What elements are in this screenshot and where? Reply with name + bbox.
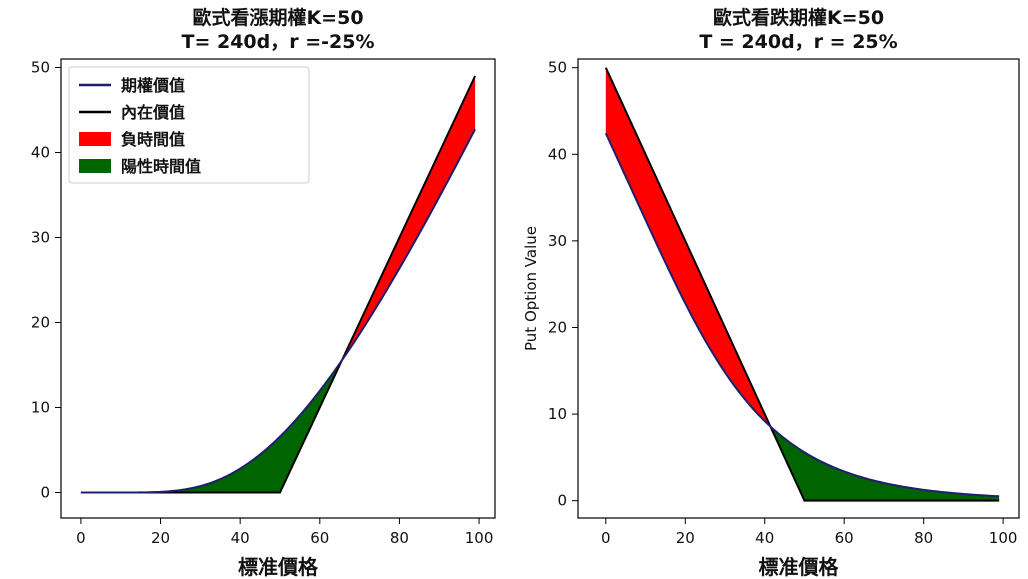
panel-1-y-tick-label-20: 20 — [31, 314, 50, 332]
panel-2-y-tick-label-10: 10 — [548, 405, 567, 423]
panel-1-x-tick-label-80: 80 — [390, 529, 409, 547]
panel-1-title-line-1: 歐式看漲期權K=50 — [192, 6, 363, 29]
panel-1-x-tick-label-40: 40 — [231, 529, 250, 547]
panel-1-option-value-line — [80, 128, 476, 494]
panel-2-y-tick-label-20: 20 — [548, 318, 567, 336]
panel-1-y-tick-label-10: 10 — [31, 399, 50, 417]
panel-1-y-tick-label-0: 0 — [40, 484, 50, 502]
panel-1-x-tick-label-0: 0 — [76, 529, 86, 547]
panel-1-chart: 0 20 40 60 80 100 0 10 20 30 40 50 歐式看漲期權K=50T= 240d… — [31, 6, 496, 579]
panel-2-plot-frame — [577, 58, 1020, 519]
panel-2-x-tick-label-40: 40 — [755, 529, 774, 547]
panel-1-x-tick-label-60: 60 — [310, 529, 329, 547]
panel-1-legend-label-3: 陽性時間值 — [121, 157, 201, 176]
panel-2-x-tick-label-0: 0 — [601, 529, 611, 547]
panel-1-plot-frame — [60, 58, 496, 519]
panel-2-chart: 0 20 40 60 80 100 0 10 20 30 40 50 歐式看跌期權K=50T = 240… — [522, 6, 1020, 579]
panel-1-legend-box — [68, 66, 310, 184]
panel-2-option-value-line — [604, 132, 1000, 498]
panel-2-title-line-2: T = 240d，r = 25% — [699, 31, 897, 53]
panel-1-x-tick-label-20: 20 — [151, 529, 170, 547]
panel-2-x-tick-label-20: 20 — [676, 529, 695, 547]
panel-1-x-axis-label: 標准價格 — [238, 555, 319, 579]
panel-1-y-tick-label-40: 40 — [31, 144, 50, 162]
panel-2-title-line-1: 歐式看跌期權K=50 — [713, 6, 884, 29]
panel-2-y-tick-label-50: 50 — [548, 59, 567, 77]
panel-1-y-tick-label-30: 30 — [31, 229, 50, 247]
panel-1-y-tick-label-50: 50 — [31, 59, 50, 77]
panel-2-y-tick-label-0: 0 — [557, 492, 567, 510]
panel-2-x-tick-label-100: 100 — [989, 529, 1018, 547]
panel-1-positive-time-value-area-0 — [80, 356, 344, 493]
panel-2-x-axis-label: 標准價格 — [759, 555, 840, 579]
panel-2-positive-time-value-area-1 — [770, 426, 1000, 501]
panel-2-y-axis-label: Put Option Value — [522, 226, 540, 351]
panel-2-x-tick-label-80: 80 — [914, 529, 933, 547]
panel-2-x-tick-label-60: 60 — [835, 529, 854, 547]
panel-1-legend-swatch-3 — [79, 159, 111, 173]
panel-1-legend-label-1: 內在價值 — [121, 103, 185, 122]
panel-1-x-tick-label-100: 100 — [465, 529, 494, 547]
panel-2-y-tick-label-40: 40 — [548, 145, 567, 163]
panel-1-legend-swatch-2 — [79, 132, 111, 146]
panel-1-title-line-2: T= 240d，r =-25% — [181, 31, 374, 53]
panel-2-y-tick-label-30: 30 — [548, 232, 567, 250]
panel-2-intrinsic-value-line — [604, 67, 1000, 502]
panel-1-legend-label-0: 期權價值 — [121, 76, 185, 95]
panel-1-legend-label-2: 負時間值 — [121, 130, 185, 149]
